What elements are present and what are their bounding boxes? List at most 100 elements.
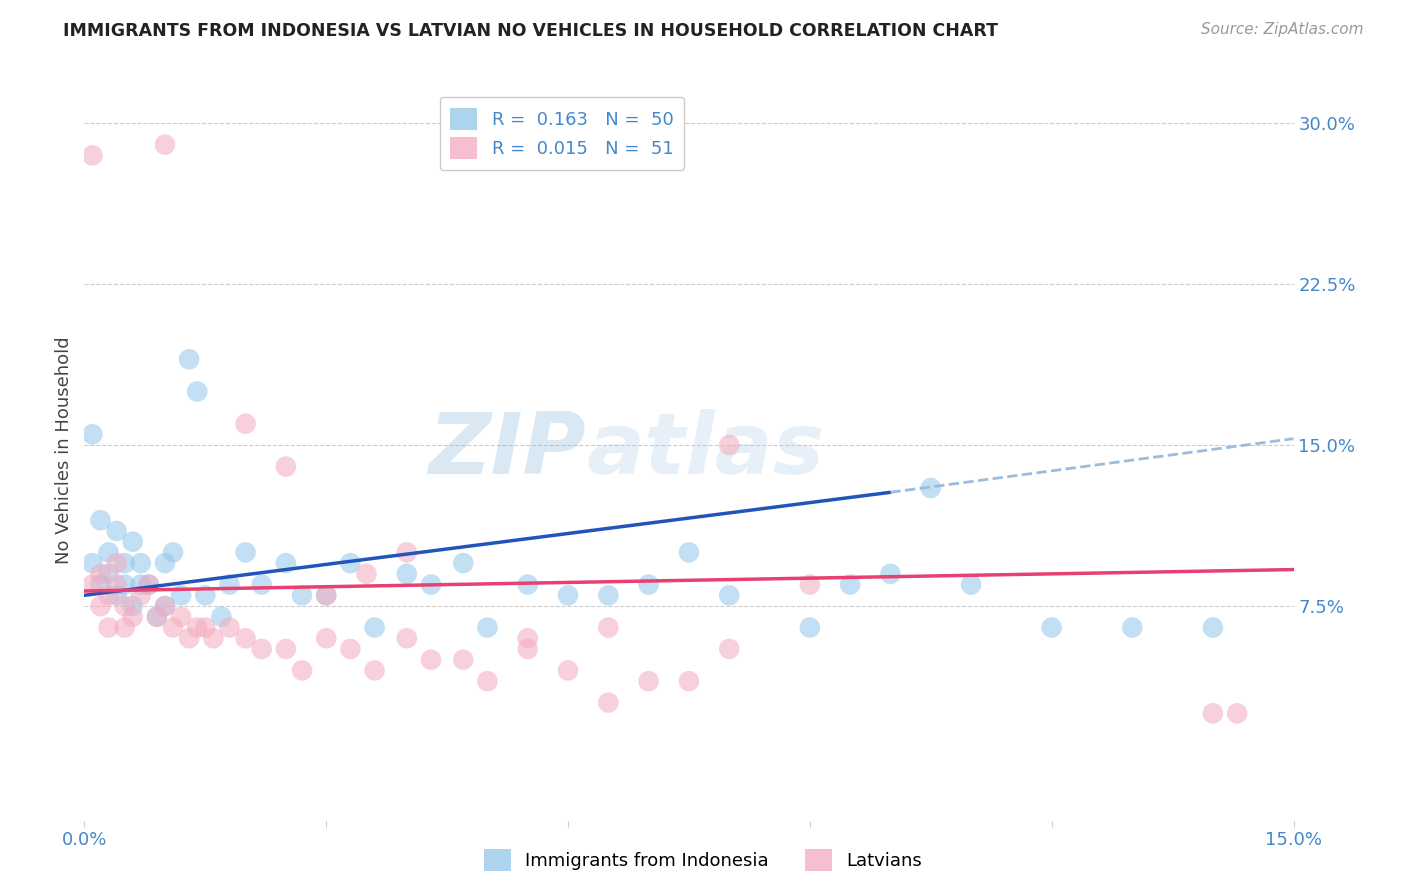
Point bbox=[121, 599, 143, 613]
Point bbox=[516, 632, 538, 646]
Point bbox=[97, 620, 120, 634]
Point bbox=[274, 459, 297, 474]
Point bbox=[274, 642, 297, 657]
Point bbox=[186, 384, 208, 399]
Point bbox=[477, 674, 499, 689]
Point bbox=[153, 599, 176, 613]
Point bbox=[274, 556, 297, 570]
Point bbox=[250, 642, 273, 657]
Point bbox=[89, 513, 111, 527]
Point bbox=[89, 566, 111, 581]
Point bbox=[291, 588, 314, 602]
Point bbox=[451, 653, 474, 667]
Point bbox=[202, 632, 225, 646]
Point bbox=[146, 609, 169, 624]
Point bbox=[235, 545, 257, 559]
Point bbox=[960, 577, 983, 591]
Point bbox=[162, 620, 184, 634]
Point bbox=[557, 588, 579, 602]
Point bbox=[129, 577, 152, 591]
Point bbox=[121, 534, 143, 549]
Point bbox=[170, 609, 193, 624]
Point bbox=[339, 642, 361, 657]
Point bbox=[718, 588, 741, 602]
Point bbox=[799, 620, 821, 634]
Point bbox=[235, 632, 257, 646]
Point bbox=[114, 599, 136, 613]
Point bbox=[420, 653, 443, 667]
Point bbox=[356, 566, 378, 581]
Point bbox=[105, 524, 128, 538]
Point bbox=[162, 545, 184, 559]
Point bbox=[1226, 706, 1249, 721]
Point bbox=[82, 577, 104, 591]
Point bbox=[1040, 620, 1063, 634]
Point bbox=[138, 577, 160, 591]
Point bbox=[138, 577, 160, 591]
Point bbox=[170, 588, 193, 602]
Point bbox=[637, 674, 659, 689]
Point bbox=[315, 632, 337, 646]
Point bbox=[315, 588, 337, 602]
Point bbox=[451, 556, 474, 570]
Point bbox=[82, 148, 104, 162]
Point bbox=[1202, 620, 1225, 634]
Point bbox=[129, 556, 152, 570]
Point bbox=[153, 599, 176, 613]
Point bbox=[920, 481, 942, 495]
Text: IMMIGRANTS FROM INDONESIA VS LATVIAN NO VEHICLES IN HOUSEHOLD CORRELATION CHART: IMMIGRANTS FROM INDONESIA VS LATVIAN NO … bbox=[63, 22, 998, 40]
Point bbox=[97, 566, 120, 581]
Point bbox=[218, 577, 240, 591]
Point bbox=[839, 577, 862, 591]
Point bbox=[1202, 706, 1225, 721]
Text: Source: ZipAtlas.com: Source: ZipAtlas.com bbox=[1201, 22, 1364, 37]
Point bbox=[82, 427, 104, 442]
Point bbox=[194, 588, 217, 602]
Point bbox=[114, 620, 136, 634]
Legend: Immigrants from Indonesia, Latvians: Immigrants from Indonesia, Latvians bbox=[477, 842, 929, 879]
Point bbox=[121, 609, 143, 624]
Point bbox=[97, 588, 120, 602]
Point bbox=[395, 632, 418, 646]
Point bbox=[179, 352, 201, 367]
Y-axis label: No Vehicles in Household: No Vehicles in Household bbox=[55, 336, 73, 565]
Point bbox=[637, 577, 659, 591]
Point bbox=[678, 545, 700, 559]
Point bbox=[114, 577, 136, 591]
Point bbox=[291, 664, 314, 678]
Point bbox=[799, 577, 821, 591]
Point bbox=[477, 620, 499, 634]
Text: ZIP: ZIP bbox=[429, 409, 586, 492]
Point bbox=[395, 566, 418, 581]
Point bbox=[209, 609, 232, 624]
Point bbox=[129, 588, 152, 602]
Point bbox=[339, 556, 361, 570]
Point bbox=[194, 620, 217, 634]
Point bbox=[250, 577, 273, 591]
Point bbox=[718, 438, 741, 452]
Point bbox=[146, 609, 169, 624]
Point bbox=[598, 620, 620, 634]
Point bbox=[363, 620, 385, 634]
Point bbox=[395, 545, 418, 559]
Point bbox=[105, 556, 128, 570]
Point bbox=[186, 620, 208, 634]
Point bbox=[1121, 620, 1143, 634]
Point bbox=[105, 577, 128, 591]
Point bbox=[516, 577, 538, 591]
Point bbox=[879, 566, 901, 581]
Point bbox=[718, 642, 741, 657]
Text: atlas: atlas bbox=[586, 409, 824, 492]
Point bbox=[598, 696, 620, 710]
Point bbox=[89, 599, 111, 613]
Point bbox=[218, 620, 240, 634]
Legend: R =  0.163   N =  50, R =  0.015   N =  51: R = 0.163 N = 50, R = 0.015 N = 51 bbox=[440, 96, 685, 169]
Point bbox=[114, 556, 136, 570]
Point bbox=[153, 556, 176, 570]
Point bbox=[678, 674, 700, 689]
Point bbox=[82, 556, 104, 570]
Point bbox=[363, 664, 385, 678]
Point bbox=[598, 588, 620, 602]
Point bbox=[557, 664, 579, 678]
Point bbox=[97, 545, 120, 559]
